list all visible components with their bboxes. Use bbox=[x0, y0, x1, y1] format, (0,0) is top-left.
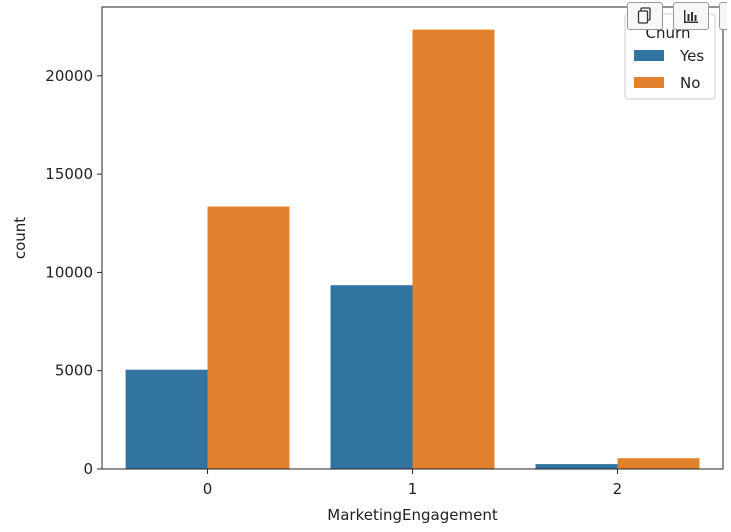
bar-no-1 bbox=[412, 29, 495, 469]
x-axis-label: MarketingEngagement bbox=[327, 506, 498, 524]
y-tick-label: 15000 bbox=[45, 165, 93, 183]
copy-button[interactable] bbox=[627, 2, 663, 30]
bar-yes-0 bbox=[125, 369, 208, 469]
overflow-button[interactable] bbox=[719, 2, 727, 30]
legend-label-no: No bbox=[680, 74, 700, 92]
bar-yes-1 bbox=[330, 285, 413, 469]
y-tick-label: 10000 bbox=[45, 263, 93, 281]
copy-icon bbox=[637, 7, 651, 24]
bar-chart-icon bbox=[684, 10, 698, 23]
legend-label-yes: Yes bbox=[679, 47, 704, 65]
y-axis-label: count bbox=[11, 217, 29, 259]
x-tick-label: 2 bbox=[613, 480, 623, 498]
y-tick-label: 20000 bbox=[45, 67, 93, 85]
bar-no-2 bbox=[617, 458, 700, 469]
bar-no-0 bbox=[207, 206, 290, 469]
y-axis-ticks: 0 5000 10000 15000 20000 bbox=[45, 67, 102, 478]
x-tick-label: 1 bbox=[408, 480, 418, 498]
legend-swatch-no bbox=[634, 77, 664, 88]
chart-toolbar bbox=[627, 2, 727, 30]
bar-yes-2 bbox=[535, 464, 618, 469]
bars-layer bbox=[125, 29, 700, 469]
y-tick-label: 5000 bbox=[55, 362, 93, 380]
y-tick-label: 0 bbox=[83, 460, 93, 478]
chart-view-button[interactable] bbox=[673, 2, 709, 30]
x-axis-ticks: 0 1 2 bbox=[203, 469, 622, 498]
legend-swatch-yes bbox=[634, 50, 664, 61]
x-tick-label: 0 bbox=[203, 480, 213, 498]
